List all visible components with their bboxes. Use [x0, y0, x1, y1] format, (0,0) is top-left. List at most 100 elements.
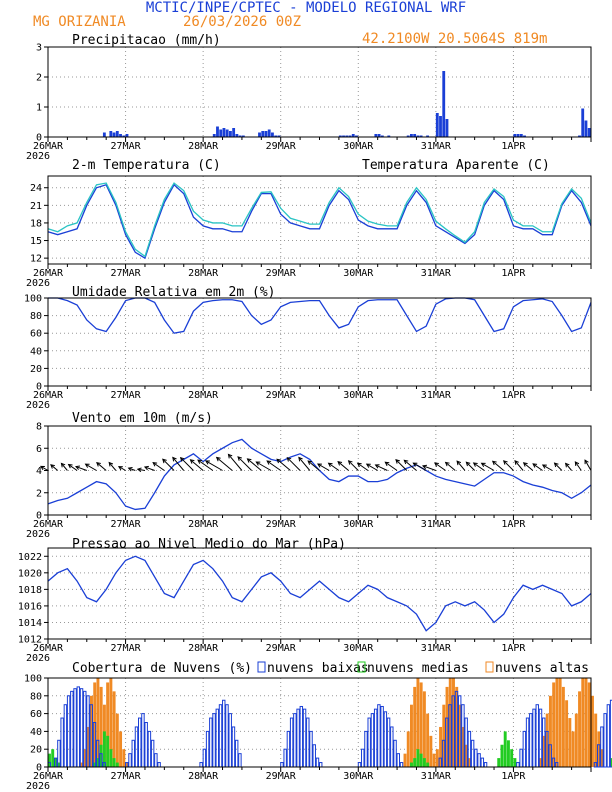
cloud-bar-nuvens-baixas — [535, 704, 539, 768]
cloud-bar-nuvens-baixas — [289, 717, 294, 768]
plot-frame — [47, 297, 592, 387]
x-tick-label: 1APR — [501, 268, 526, 279]
wind-vector-head — [564, 462, 570, 468]
precip-bar — [351, 134, 355, 137]
cloud-bar-nuvens-baixas — [386, 717, 391, 768]
x-tick-label: 28MAR — [188, 141, 219, 152]
precip-bar — [338, 135, 342, 137]
y-tick-label: 20 — [30, 745, 42, 756]
header-title: MCTIC/INPE/CPTEC - MODELO REGIONAL WRF — [146, 0, 466, 16]
cloud-bar-nuvens-baixas — [299, 705, 304, 768]
cloud-bar-nuvens-altas — [86, 726, 90, 767]
cloud-bar-nuvens-baixas — [606, 704, 611, 768]
x-tick-label: 31MAR — [421, 141, 452, 152]
precip-bar — [523, 135, 526, 137]
x-tick-label: 26MAR — [33, 771, 64, 782]
wind-vector — [357, 462, 369, 471]
cloud-bar-nuvens-altas — [464, 744, 468, 767]
precip-bar — [380, 135, 384, 137]
wind-vector — [456, 460, 466, 471]
y-tick-label: 0 — [36, 511, 42, 522]
x-tick-label: 1APR — [501, 771, 526, 782]
cloud-bar-nuvens-medias — [48, 753, 51, 767]
y-tick-label: 6 — [36, 444, 42, 455]
precip-bar — [112, 132, 116, 137]
precip-bar — [581, 108, 585, 137]
precip-bar — [342, 135, 345, 137]
wind-vector — [348, 460, 359, 471]
wind-vector-head — [152, 462, 158, 467]
cloud-bar-nuvens-altas — [410, 704, 413, 767]
cloud-bar-nuvens-baixas — [131, 739, 135, 768]
cloud-bar-nuvens-baixas — [309, 730, 313, 768]
cloud-bar-nuvens-altas — [435, 749, 439, 767]
cloud-bar-nuvens-medias — [426, 762, 430, 767]
cloud-bar-nuvens-altas — [83, 749, 87, 767]
wind-vector — [286, 457, 301, 471]
wind-vector — [532, 463, 543, 471]
x-tick-label: 31MAR — [421, 771, 452, 782]
precip-bar — [222, 128, 226, 137]
header-coordinates: 42.2100W 20.5064S 819m — [362, 31, 547, 47]
legend-label-nuvens-altas: nuvens altas — [495, 661, 589, 676]
cloud-bar-nuvens-baixas — [319, 762, 323, 768]
cloud-bar-nuvens-medias — [93, 762, 97, 767]
wind-vector — [403, 459, 417, 471]
cloud-bar-nuvens-altas — [122, 749, 126, 767]
wind-vector-head — [480, 462, 486, 467]
wind-vector — [565, 463, 572, 471]
precip-bar — [232, 128, 236, 137]
y-tick-label: 1022 — [18, 552, 42, 563]
x-tick-label: 28MAR — [188, 519, 219, 530]
x-tick-label: 28MAR — [188, 268, 219, 279]
cloud-bar-nuvens-baixas — [470, 739, 475, 768]
legend-label-nuvens-medias: nuvens medias — [367, 661, 469, 676]
cloud-bar-nuvens-altas — [439, 726, 443, 767]
x-tick-label: 30MAR — [343, 268, 374, 279]
cloud-bar-nuvens-baixas — [205, 730, 210, 768]
wind-vector-head — [127, 466, 133, 472]
precip-bar — [513, 134, 517, 137]
cloud-bar-nuvens-medias — [503, 731, 507, 767]
precip-bar — [241, 135, 245, 137]
panel-wind: 0 2 4 6 8 26MAR 27MAR 28MAR 29MAR 30MAR 31MAR 1APR 2… — [26, 411, 592, 540]
x-tick-label: 1APR — [501, 390, 526, 401]
x-tick-label: 27MAR — [111, 390, 142, 401]
legend-swatch-nuvens-baixas — [257, 661, 266, 673]
wind-vector-head — [143, 465, 149, 471]
x-tick-label: 28MAR — [188, 390, 219, 401]
precip-bar — [435, 113, 439, 137]
precip-bar — [235, 134, 239, 137]
cloud-bar-nuvens-baixas — [70, 690, 74, 768]
wind-vector-head — [96, 462, 101, 467]
wind-vector-head — [456, 460, 462, 466]
wind-vector-head — [472, 462, 478, 467]
cloud-bar-nuvens-medias — [422, 758, 426, 767]
cloud-bar-nuvens-baixas — [529, 713, 533, 768]
cloud-bar-nuvens-baixas — [302, 708, 307, 768]
wind-vector-head — [541, 464, 547, 469]
cloud-bar-nuvens-baixas — [209, 717, 213, 768]
cloud-bar-nuvens-baixas — [228, 713, 232, 768]
cloud-bar-nuvens-altas — [80, 762, 84, 767]
x-tick-label: 29MAR — [266, 643, 297, 654]
cloud-bar-nuvens-baixas — [238, 753, 242, 768]
wind-vector-head — [327, 462, 333, 468]
wind-vector-head — [584, 459, 589, 465]
cloud-bar-nuvens-baixas — [525, 717, 530, 768]
cloud-bar-nuvens-altas — [403, 753, 407, 767]
cloud-bar-nuvens-altas — [597, 731, 601, 767]
precip-bar — [264, 131, 268, 137]
y-tick-label: 100 — [24, 294, 42, 305]
x-tick-label: 27MAR — [111, 771, 142, 782]
wind-vector — [40, 465, 49, 471]
precip-bar — [374, 134, 378, 137]
wind-vector — [96, 462, 107, 471]
wind-vector — [152, 462, 165, 471]
wind-vector-head — [374, 464, 380, 469]
wind-vector-head — [403, 459, 409, 465]
wind-vector — [190, 459, 204, 471]
wind-vector-head — [67, 463, 73, 469]
wind-vector — [180, 457, 194, 471]
